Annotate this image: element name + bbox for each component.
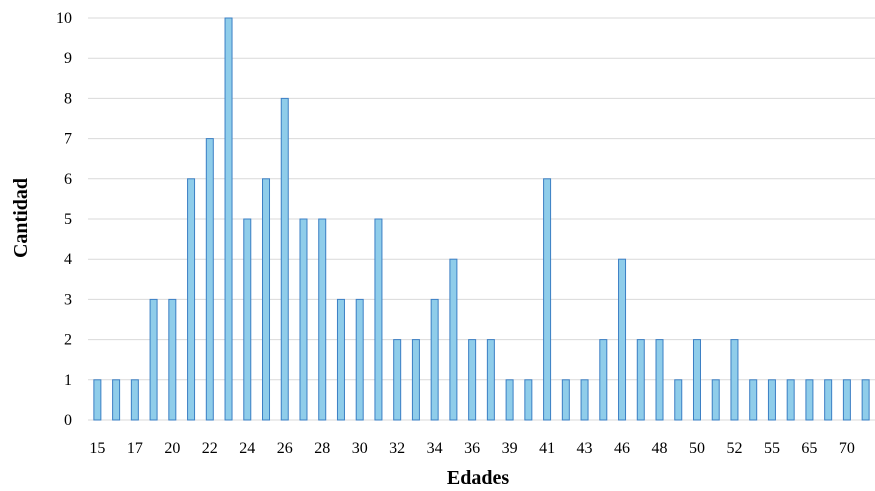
y-tick-label: 5 [64,211,72,228]
x-tick-label: 43 [577,440,593,457]
x-tick-labels: 15 17 20 22 24 26 28 30 32 34 36 39 41 43 46 48 50 52 55 65… [89,440,855,457]
bar-age-43 [580,379,589,421]
bar-age-44 [599,339,608,421]
y-tick-label: 4 [64,251,72,268]
bar-age-19 [149,298,158,421]
bar-age-53 [749,379,758,421]
x-tick-label: 50 [689,440,705,457]
bars [93,17,870,421]
bar-age-65 [805,379,814,421]
x-tick-label: 34 [427,440,443,457]
bar-age-40 [524,379,533,421]
bar-age-66 [824,379,833,421]
bar-age-25 [262,178,271,421]
x-tick-label: 46 [614,440,630,457]
y-tick-label: 8 [64,90,72,107]
x-tick-label: 39 [502,440,518,457]
x-tick-label: 22 [202,440,218,457]
y-tick-labels: 0 1 2 3 4 5 6 7 8 9 10 [56,10,72,429]
y-tick-label: 7 [64,131,72,148]
bar-age-42 [561,379,570,421]
bar-age-70 [842,379,851,421]
bar-age-39 [505,379,514,421]
x-tick-label: 17 [127,440,143,457]
y-tick-label: 0 [64,412,72,429]
bar-age-20 [168,298,177,421]
x-tick-label: 65 [801,440,817,457]
bar-age-15 [93,379,102,421]
y-tick-label: 2 [64,332,72,349]
bar-age-55 [767,379,776,421]
bar-age-35 [449,258,458,421]
x-tick-label: 24 [239,440,255,457]
x-tick-label: 52 [726,440,742,457]
bar-age-46 [618,258,627,421]
bar-age-52 [730,339,739,421]
y-tick-label: 9 [64,50,72,67]
bar-age-31 [374,218,383,421]
x-tick-label: 55 [764,440,780,457]
x-tick-label: 36 [464,440,480,457]
x-tick-label: 30 [352,440,368,457]
y-tick-label: 3 [64,291,72,308]
bar-age-28 [318,218,327,421]
y-tick-label: 10 [56,10,72,27]
bar-age-48 [655,339,664,421]
x-tick-label: 15 [89,440,105,457]
x-tick-label: 70 [839,440,855,457]
bar-age-17 [130,379,139,421]
x-tick-label: 41 [539,440,555,457]
x-tick-label: 48 [652,440,668,457]
bar-age-41 [543,178,552,421]
bar-age-36 [468,339,477,421]
bar-age-30 [355,298,364,421]
bar-age-27 [299,218,308,421]
bar-age-47 [636,339,645,421]
bar-age-16 [112,379,121,421]
bar-age-24 [243,218,252,421]
bar-age-21 [187,178,196,421]
gridlines [88,17,875,421]
y-tick-label: 1 [64,372,72,389]
x-tick-label: 26 [277,440,293,457]
bar-age-34 [430,298,439,421]
bar-age-58 [786,379,795,421]
bar-age-32 [393,339,402,421]
bar-age-51 [711,379,720,421]
bar-age-22 [205,138,214,421]
bar-age-71 [861,379,870,421]
bar-age-50 [692,339,701,421]
x-tick-label: 32 [389,440,405,457]
bar-age-37 [486,339,495,421]
bar-age-49 [674,379,683,421]
bar-age-23 [224,17,233,421]
y-axis-title: Cantidad [10,178,32,258]
y-tick-label: 6 [64,171,72,188]
bar-age-26 [280,97,289,421]
bar-age-33 [411,339,420,421]
bar-age-29 [336,298,345,421]
x-tick-label: 20 [164,440,180,457]
x-axis-title: Edades [447,467,509,489]
x-tick-label: 28 [314,440,330,457]
